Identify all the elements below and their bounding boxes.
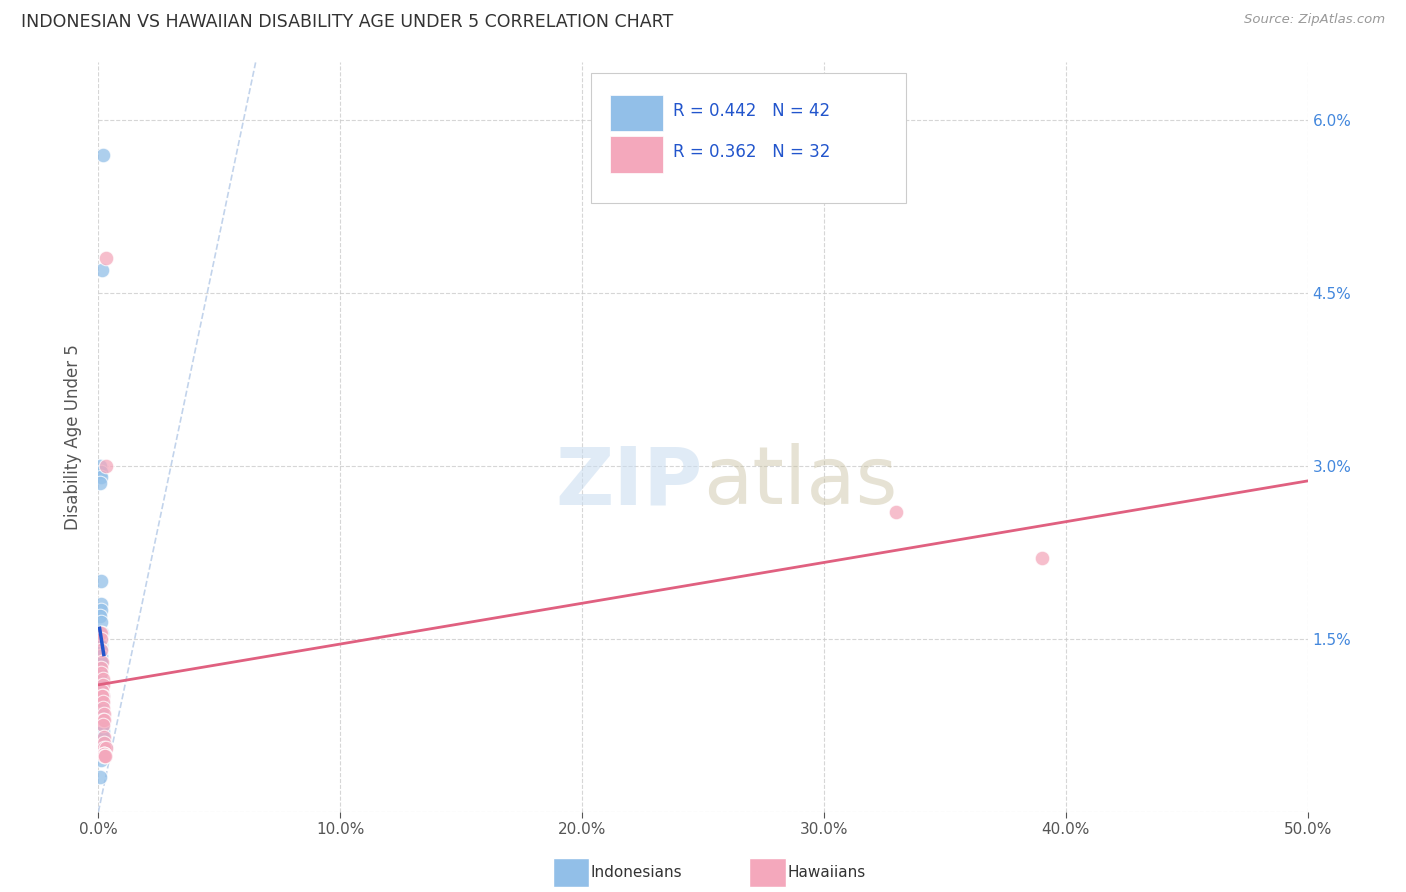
Point (91, 718, 114, 732)
Point (90, 666, 112, 681)
Point (90, 690, 112, 704)
Point (91, 741, 114, 756)
Text: Hawaiians: Hawaiians (787, 865, 866, 880)
Point (90, 655, 112, 669)
Point (91, 695, 114, 709)
Point (91, 263, 114, 277)
Point (89, 458, 111, 473)
Point (91, 690, 114, 704)
Point (89, 660, 111, 674)
Point (93, 747, 115, 761)
FancyBboxPatch shape (610, 136, 664, 172)
Point (90, 718, 112, 732)
Text: INDONESIAN VS HAWAIIAN DISABILITY AGE UNDER 5 CORRELATION CHART: INDONESIAN VS HAWAIIAN DISABILITY AGE UN… (21, 13, 673, 31)
Point (94, 749, 117, 764)
Point (90, 660, 112, 674)
Point (93, 730, 115, 744)
Point (93, 735, 115, 749)
Point (89, 476, 111, 491)
Point (91, 718, 114, 732)
Point (91, 706, 114, 721)
Point (89, 626, 111, 640)
Point (90, 638, 112, 652)
Point (886, 505, 908, 519)
Point (93, 713, 115, 727)
Point (90, 747, 112, 761)
Point (90, 465, 112, 479)
FancyBboxPatch shape (610, 95, 664, 131)
Point (90, 603, 112, 617)
Point (90, 666, 112, 681)
Point (90, 753, 112, 767)
Text: R = 0.442   N = 42: R = 0.442 N = 42 (672, 103, 830, 120)
Point (93, 735, 115, 749)
Text: R = 0.362   N = 32: R = 0.362 N = 32 (672, 144, 830, 161)
Point (91, 683, 114, 698)
Text: atlas: atlas (703, 443, 897, 521)
Point (91, 147, 114, 161)
FancyBboxPatch shape (591, 73, 905, 203)
Point (90, 649, 112, 664)
Point (90, 574, 112, 589)
Point (91, 655, 114, 669)
Point (89, 701, 111, 715)
Point (94, 749, 117, 764)
Point (90, 615, 112, 629)
Point (90, 626, 112, 640)
Point (89, 608, 111, 623)
Point (91, 690, 114, 704)
Point (90, 678, 112, 692)
Point (90, 632, 112, 646)
Y-axis label: Disability Age Under 5: Disability Age Under 5 (65, 344, 83, 530)
Point (94, 252, 117, 266)
Point (90, 649, 112, 664)
Point (90, 470, 112, 484)
Point (91, 713, 114, 727)
Point (91, 690, 114, 704)
Point (89, 638, 111, 652)
Point (91, 701, 114, 715)
Point (90, 597, 112, 611)
Text: Source: ZipAtlas.com: Source: ZipAtlas.com (1244, 13, 1385, 27)
Point (91, 690, 114, 704)
Point (94, 741, 117, 756)
Point (89, 770, 111, 784)
Point (91, 713, 114, 727)
Point (93, 706, 115, 721)
Point (90, 643, 112, 657)
Point (93, 747, 115, 761)
Point (90, 666, 112, 681)
Point (91, 672, 114, 686)
Point (91, 626, 114, 640)
Point (91, 730, 114, 744)
Point (90, 638, 112, 652)
Point (90, 632, 112, 646)
Point (1031, 551, 1053, 566)
Point (91, 678, 114, 692)
Text: Indonesians: Indonesians (591, 865, 682, 880)
Point (90, 672, 112, 686)
Point (93, 747, 115, 761)
Point (91, 695, 114, 709)
Point (93, 749, 115, 764)
Point (90, 643, 112, 657)
Point (93, 741, 115, 756)
Point (90, 655, 112, 669)
Point (91, 724, 114, 739)
Point (94, 458, 117, 473)
Text: ZIP: ZIP (555, 443, 703, 521)
